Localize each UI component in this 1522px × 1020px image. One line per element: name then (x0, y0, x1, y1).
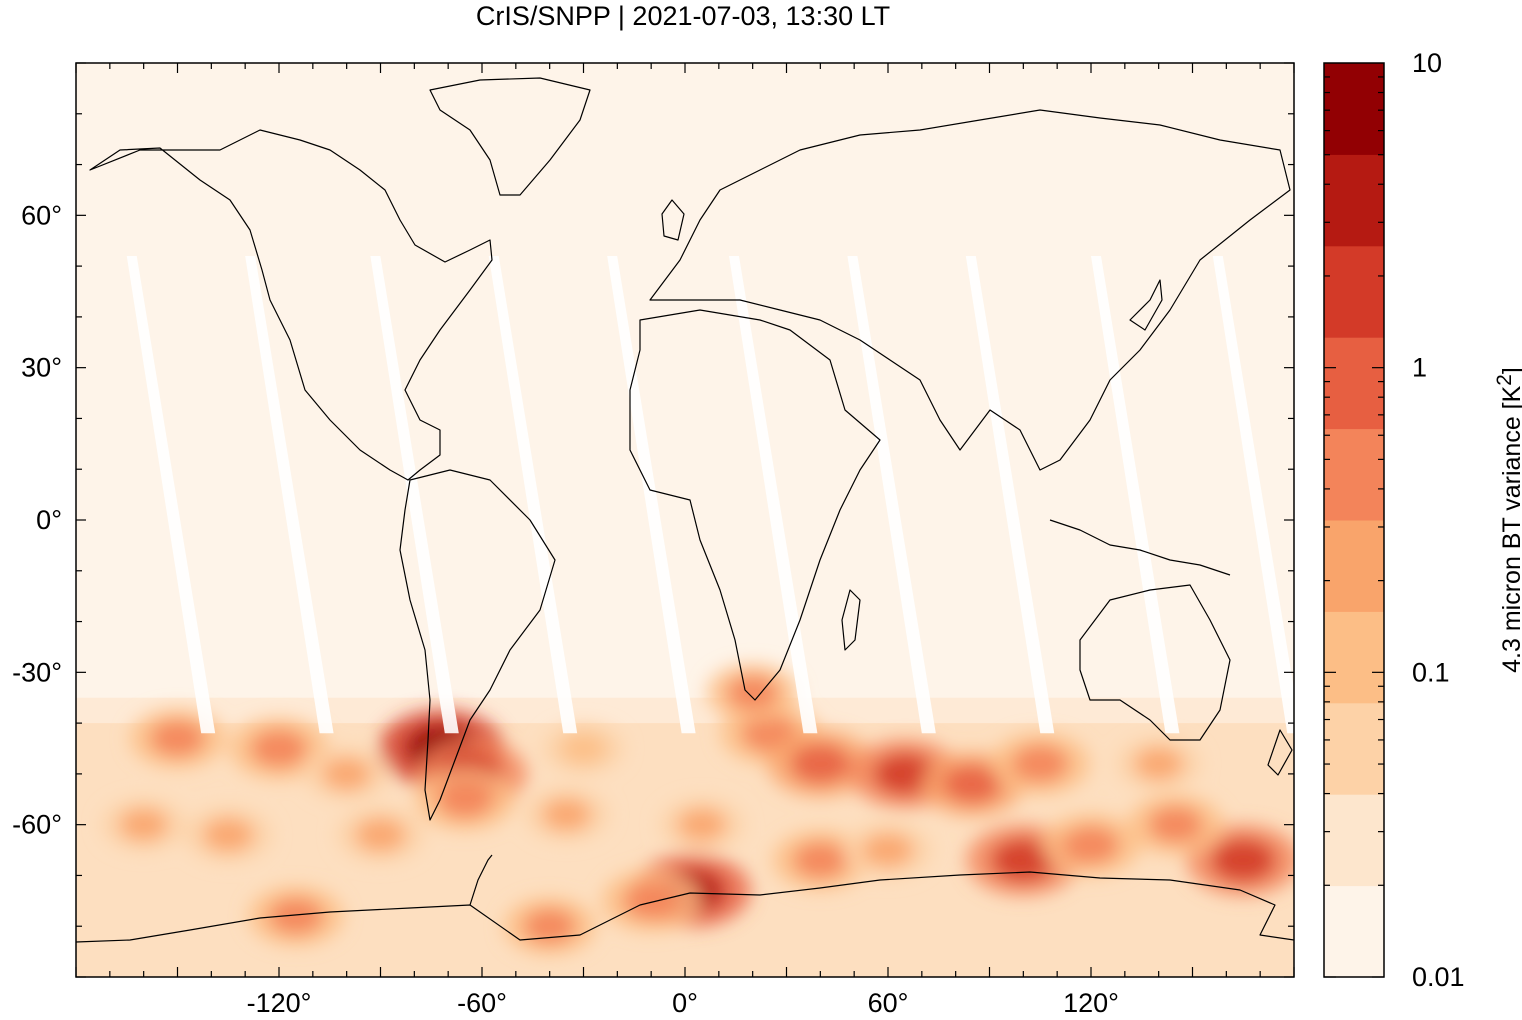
swath-gap (370, 255, 459, 734)
hotspot-core (793, 842, 848, 879)
colorbar-segment (1324, 428, 1384, 521)
axis-ticks (75, 62, 1295, 978)
colorbar: 10 1 0.1 0.01 (1323, 48, 1465, 992)
coastline-uk (661, 199, 685, 241)
hotspot-core (790, 743, 851, 784)
swath-gap (728, 255, 818, 734)
hotspot-core (322, 757, 371, 790)
colorbar-label: 4.3 micron BT variance [K2] (1493, 367, 1522, 673)
lon-tick-label: -120° (247, 988, 312, 1018)
lon-tick-label: 60° (868, 988, 909, 1018)
colorbar-tick-label: 0.01 (1412, 962, 1465, 992)
hotspot-core (250, 729, 308, 768)
lat-tick-label: -30° (12, 657, 62, 687)
coastline-madagascar (841, 589, 861, 651)
orbit-swath-gaps (126, 255, 1294, 734)
map-field (76, 63, 1294, 977)
hotspot-core (1012, 745, 1069, 783)
coastline-australia (1079, 584, 1231, 741)
colorbar-segment (1324, 702, 1384, 795)
lat-tick-label: 30° (21, 353, 62, 383)
colorbar-segment (1324, 794, 1384, 887)
hotspot-core (943, 764, 1002, 804)
coastline-greenland (429, 77, 591, 196)
hotspot-core (862, 833, 914, 867)
hotspot-core (873, 753, 936, 795)
hotspot-core (1148, 806, 1203, 843)
colorbar-segment (1324, 63, 1384, 155)
hotspot-core (560, 733, 607, 764)
variance-hotspots (100, 663, 1294, 956)
colorbar-segment (1324, 520, 1384, 612)
coastline-eurasia (649, 109, 1291, 471)
hotspot-core (203, 818, 254, 852)
axis-tick-labels: -120° -60° 0° 60° 120° 60° 30° 0° -30° -60° (12, 200, 1119, 1018)
colorbar-frame (1323, 62, 1385, 978)
swath-gap (1212, 255, 1294, 734)
hotspot-core (268, 898, 324, 935)
swath-gap (245, 255, 334, 734)
hotspot-core (542, 798, 591, 831)
colorbar-tick-label: 0.1 (1412, 657, 1450, 687)
lon-tick-label: 120° (1063, 988, 1119, 1018)
coastline-africa (629, 309, 881, 701)
colorbar-segment (1324, 885, 1384, 978)
map-title: CrIS/SNPP | 2021-07-03, 13:30 LT (475, 1, 891, 31)
coastline-new-zealand (1267, 729, 1293, 776)
hotspot-core (1062, 826, 1120, 864)
hotspot-core (1134, 747, 1183, 780)
hotspot-core (1211, 838, 1276, 882)
coastline-antarctica (76, 871, 1294, 943)
swath-gap (847, 255, 936, 734)
swath-gap (488, 255, 578, 734)
lon-tick-label: -60° (457, 988, 507, 1018)
swath-gap (965, 255, 1055, 734)
hotspot-core (355, 818, 406, 852)
coastlines (76, 77, 1294, 943)
colorbar-segment (1324, 611, 1384, 704)
colorbar-tick-label: 1 (1412, 353, 1427, 383)
colorbar-tick-label: 10 (1412, 48, 1442, 78)
hotspot-core (623, 882, 680, 920)
colorbar-segment (1324, 154, 1384, 247)
coastline-japan (1129, 279, 1163, 331)
lat-tick-label: 60° (21, 200, 62, 230)
swath-gap (1091, 255, 1180, 734)
colorbar-label-text: 4.3 micron BT variance [K (1498, 385, 1522, 673)
hotspot-core (523, 908, 576, 944)
coastline-south-america (399, 469, 556, 821)
hotspot-core (991, 838, 1056, 882)
hotspot-core (150, 720, 205, 757)
colorbar-label-superscript: 2 (1492, 374, 1516, 386)
coastline-indonesia (1049, 519, 1231, 576)
lat-tick-label: 0° (36, 505, 62, 535)
colorbar-segment (1324, 245, 1384, 338)
swath-gap (126, 255, 216, 734)
hotspot-core (437, 780, 494, 818)
lon-tick-label: 0° (672, 988, 698, 1018)
coastline-north-america (89, 129, 493, 481)
hotspot-core (677, 808, 727, 841)
colorbar-segment (1324, 337, 1384, 430)
coastline-antarctic-peninsula (469, 854, 493, 906)
hotspot-core (119, 808, 168, 841)
colorbar-label-end: ] (1498, 367, 1522, 374)
hotspot-core (726, 675, 779, 711)
swath-gap (607, 255, 696, 734)
lat-tick-label: -60° (12, 810, 62, 840)
